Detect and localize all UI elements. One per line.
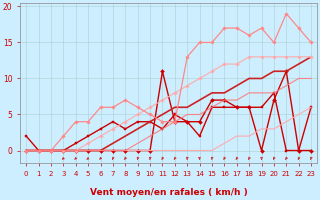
X-axis label: Vent moyen/en rafales ( km/h ): Vent moyen/en rafales ( km/h ) bbox=[90, 188, 247, 197]
